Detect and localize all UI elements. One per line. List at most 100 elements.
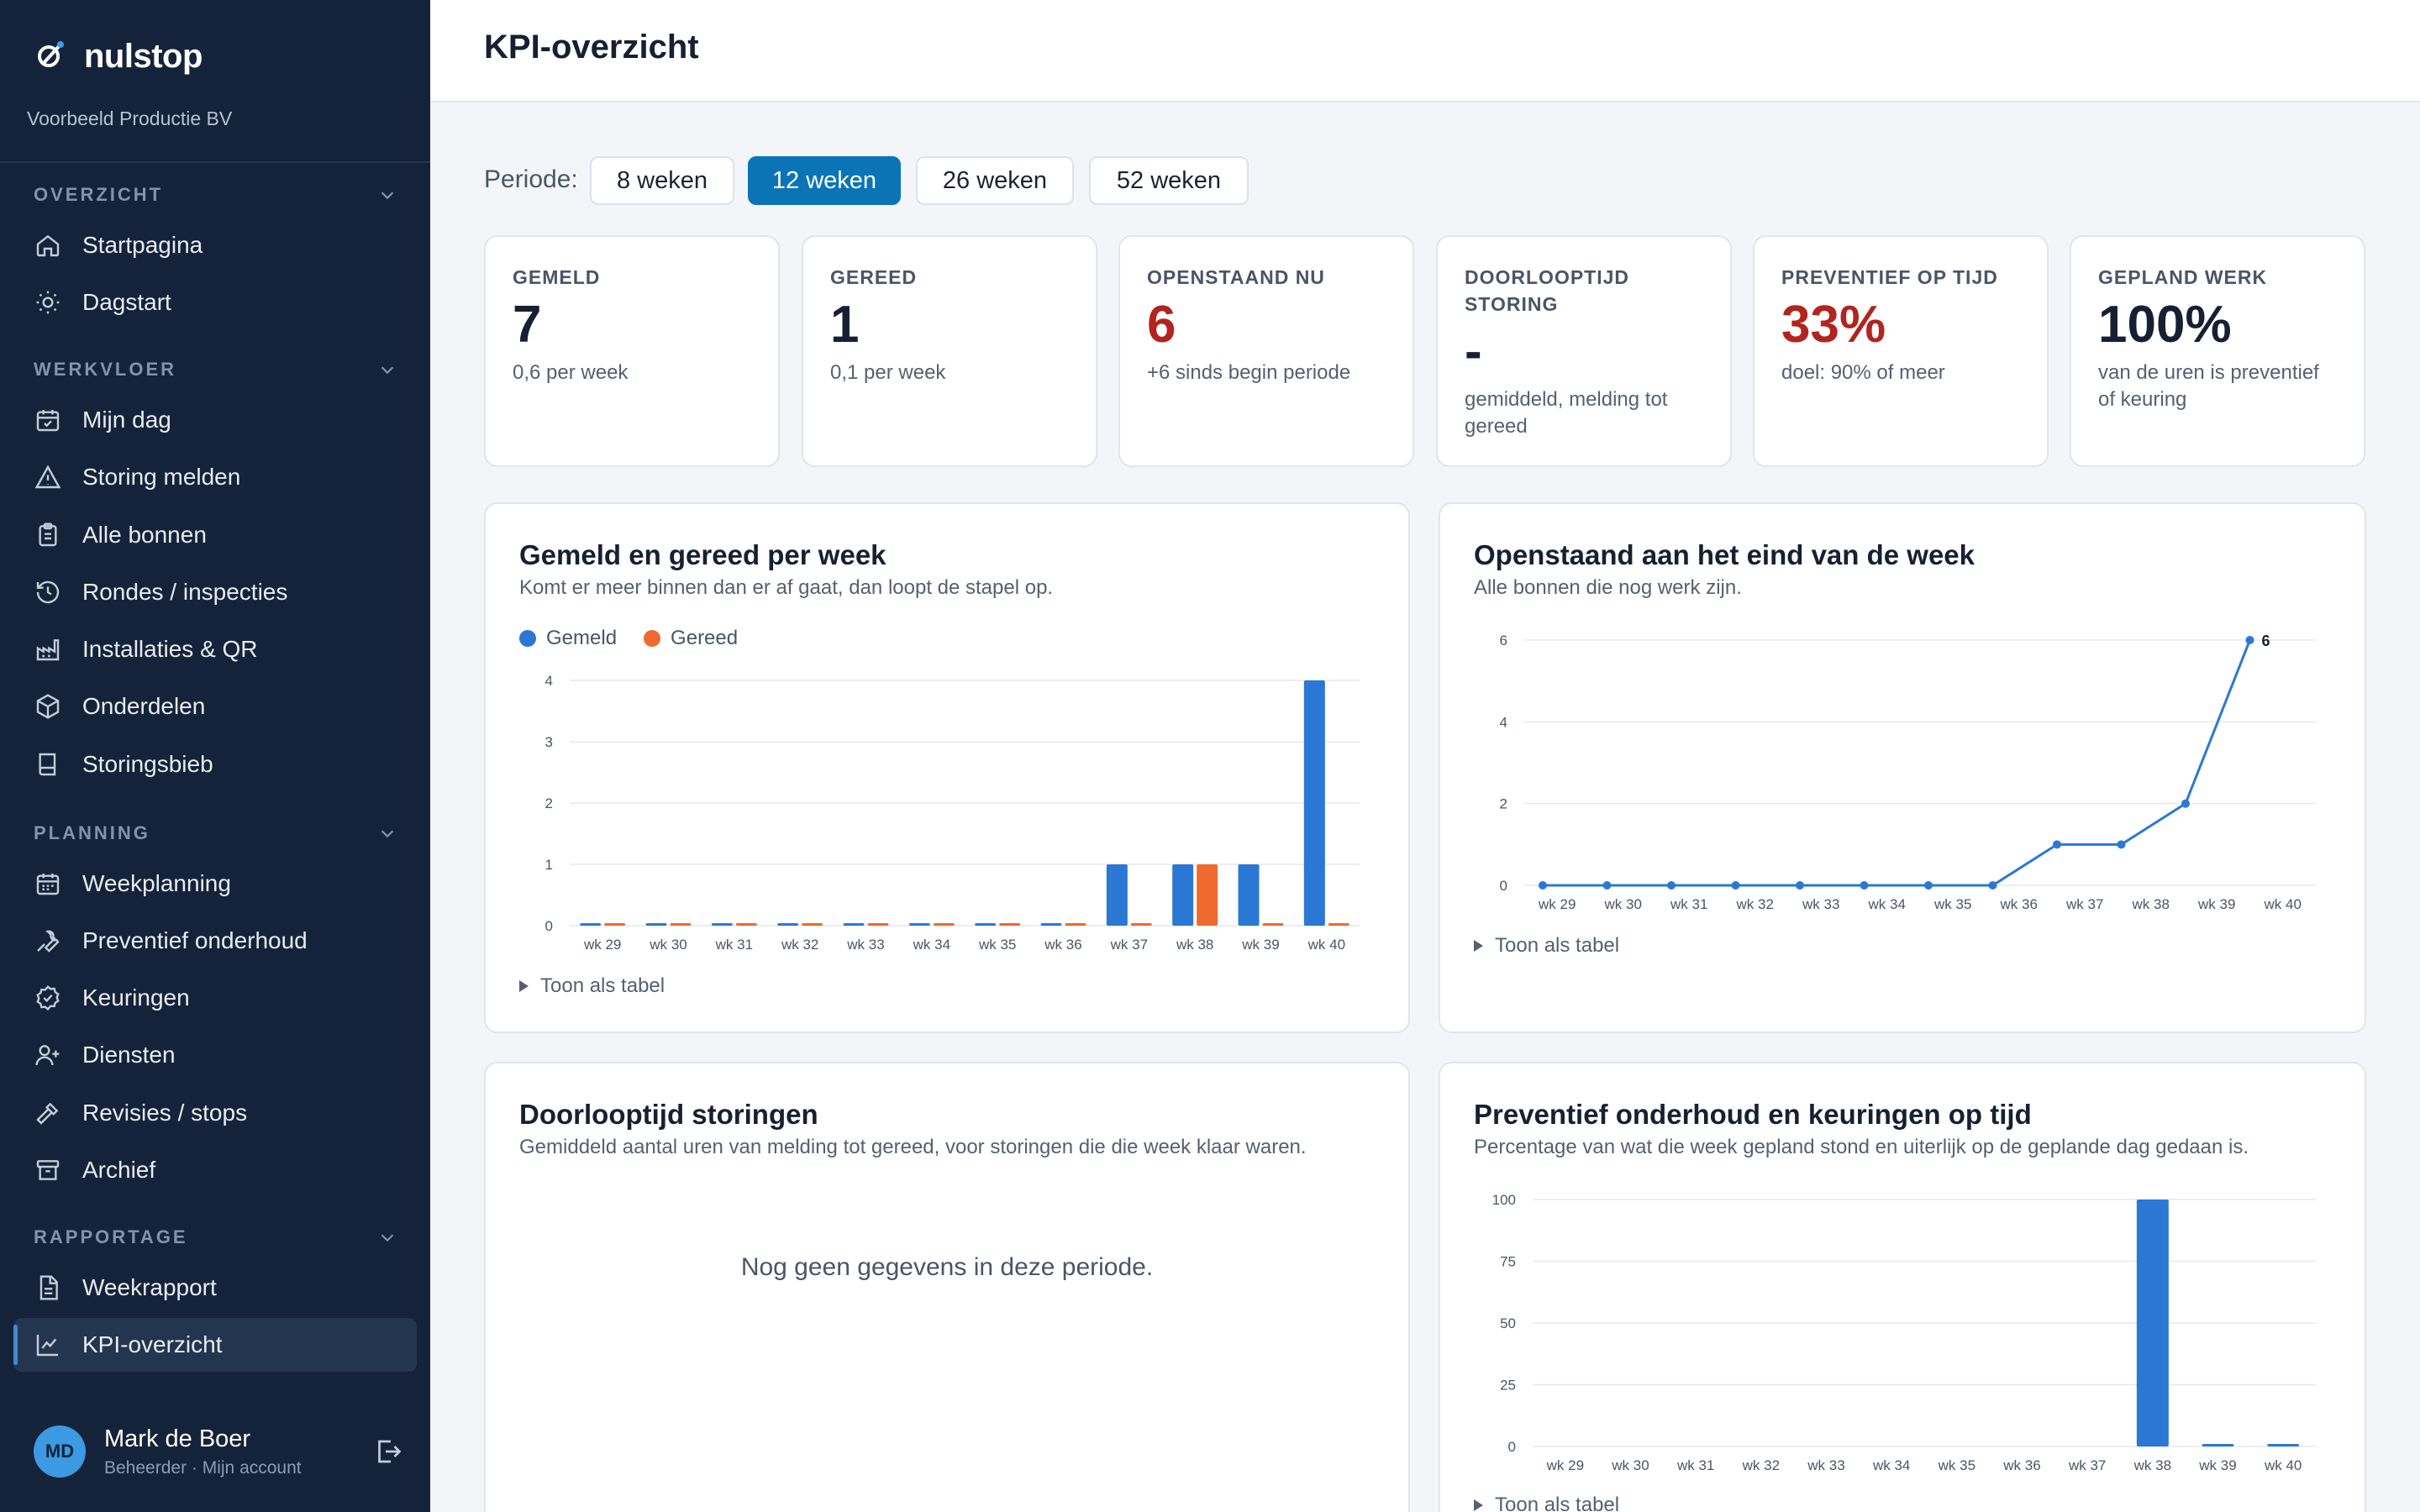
section-planning[interactable]: PLANNING — [34, 816, 397, 850]
kpi-value: - — [1465, 323, 1482, 381]
sidebar-item-keuringen[interactable]: Keuringen — [13, 971, 417, 1025]
bar-gereed — [867, 923, 889, 926]
section-werkvloer[interactable]: WERKVLOER — [34, 353, 397, 386]
data-point — [2245, 636, 2254, 644]
sidebar-item-preventief-onderhoud[interactable]: Preventief onderhoud — [13, 914, 417, 968]
sidebar-item-mijn-dag[interactable]: Mijn dag — [13, 393, 417, 447]
sidebar-item-dagstart[interactable]: Dagstart — [13, 276, 417, 329]
card-subtitle: Alle bonnen die nog werk zijn. — [1474, 576, 1742, 599]
factory-icon — [34, 635, 62, 664]
y-tick-label: 1 — [545, 857, 553, 873]
user-account[interactable]: MD Mark de Boer Beheerder · Mijn account — [34, 1420, 403, 1483]
section-title: PLANNING — [34, 822, 150, 843]
card-title: Gemeld en gereed per week — [519, 539, 886, 570]
toon-als-tabel-toggle[interactable]: Toon als tabel — [519, 974, 665, 998]
legend-label: Gereed — [671, 627, 739, 649]
y-tick-label: 2 — [1500, 796, 1507, 812]
y-tick-label: 0 — [1500, 878, 1507, 894]
bar-preventief — [2136, 1200, 2169, 1446]
kpi-sub: van de uren is preventief of keuring — [2098, 361, 2319, 411]
history-icon — [34, 578, 62, 606]
sidebar-item-onderdelen[interactable]: Onderdelen — [13, 680, 417, 733]
period-8-weken-button[interactable]: 8 weken — [590, 156, 734, 205]
bar-gereed — [604, 923, 626, 926]
kpi-card-openstaand: OPENSTAAND NU 6 +6 sinds begin periode — [1118, 235, 1414, 467]
sidebar-item-storingsbieb[interactable]: Storingsbieb — [13, 738, 417, 791]
kpi-label: GEPLAND WERK — [2098, 266, 2268, 288]
sidebar-item-archief[interactable]: Archief — [13, 1143, 417, 1197]
data-point — [1796, 881, 1804, 890]
bar-chart-gemeld-gereed: 0 1 2 3 4 wk 29 wk 30 wk 31 wk 32 wk 33 wk 34 wk 35… — [545, 673, 1360, 953]
hammer-icon — [34, 1099, 62, 1127]
archive-icon — [34, 1156, 62, 1184]
x-tick-label: wk 31 — [1676, 1457, 1714, 1473]
sidebar-item-weekrapport[interactable]: Weekrapport — [13, 1261, 417, 1315]
sidebar-item-weekplanning[interactable]: Weekplanning — [13, 857, 417, 911]
file-icon — [34, 1273, 62, 1302]
sidebar-item-alle-bonnen[interactable]: Alle bonnen — [13, 508, 417, 562]
x-tick-label: wk 33 — [1807, 1457, 1844, 1473]
sidebar-item-label: Weekrapport — [82, 1274, 217, 1300]
data-point — [1731, 881, 1740, 890]
sidebar-item-label: Keuringen — [82, 984, 190, 1011]
period-12-weken-button[interactable]: 12 weken — [748, 156, 901, 205]
kpi-label: OPENSTAAND NU — [1147, 266, 1325, 288]
kpi-value: 1 — [830, 296, 860, 354]
data-point — [2053, 840, 2061, 849]
sidebar-item-label: Installaties & QR — [82, 636, 258, 662]
kpi-value: 7 — [513, 296, 542, 354]
bar-gereed — [1197, 864, 1218, 926]
badge-check-icon — [34, 984, 62, 1012]
bar-gemeld — [1106, 864, 1128, 926]
sidebar-item-kpi-overzicht[interactable]: KPI-overzicht — [13, 1318, 417, 1372]
sidebar-item-rondes[interactable]: Rondes / inspecties — [13, 565, 417, 619]
toggle-label: Toon als tabel — [1495, 1494, 1620, 1512]
sidebar-item-label: Onderdelen — [82, 693, 206, 719]
x-tick-label: wk 34 — [913, 937, 950, 953]
logout-icon[interactable] — [373, 1436, 403, 1467]
kpi-value: 6 — [1147, 296, 1176, 354]
period-26-weken-button[interactable]: 26 weken — [916, 156, 1074, 205]
chart-legend: Gemeld Gereed — [519, 627, 765, 650]
chevron-down-icon — [381, 366, 394, 375]
kpi-sub: gemiddeld, melding tot gereed — [1465, 388, 1668, 438]
bar-gemeld — [777, 923, 799, 926]
kpi-label: DOORLOOPTIJD STORING — [1465, 266, 1630, 315]
empty-state-message: Nog geen gegevens in deze periode. — [740, 1253, 1154, 1281]
home-icon — [34, 231, 62, 260]
sidebar-item-diensten[interactable]: Diensten — [13, 1028, 417, 1082]
legend-label: Gemeld — [546, 627, 618, 649]
y-tick-label: 100 — [1492, 1192, 1516, 1208]
x-tick-label: wk 39 — [2198, 1457, 2236, 1473]
kpi-card-gemeld: GEMELD 7 0,6 per week — [484, 235, 780, 467]
x-tick-label: wk 40 — [1307, 937, 1345, 953]
sidebar-item-label: Alle bonnen — [82, 522, 207, 548]
section-title: RAPPORTAGE — [34, 1226, 188, 1247]
data-label: 6 — [2262, 633, 2270, 649]
data-point — [1667, 881, 1676, 890]
calendar-check-icon — [34, 406, 62, 434]
warning-icon — [34, 463, 62, 491]
sidebar-item-installaties[interactable]: Installaties & QR — [13, 622, 417, 676]
sidebar-item-revisies[interactable]: Revisies / stops — [13, 1086, 417, 1140]
x-tick-label: wk 33 — [846, 937, 884, 953]
sidebar-item-startpagina[interactable]: Startpagina — [13, 218, 417, 272]
sidebar-item-label: Storingsbieb — [82, 751, 213, 777]
toon-als-tabel-toggle[interactable]: Toon als tabel — [1474, 1494, 1619, 1512]
y-tick-label: 2 — [545, 795, 553, 811]
sidebar-item-label: Startpagina — [82, 232, 203, 258]
section-rapportage[interactable]: RAPPORTAGE — [34, 1221, 397, 1254]
y-tick-label: 6 — [1500, 633, 1507, 648]
bar-chart-preventief: 0 25 50 75 100 wk 29 wk 30 wk 31 wk 32 wk 33 wk 34… — [1492, 1192, 2316, 1473]
x-tick-label: wk 36 — [2000, 896, 2038, 912]
section-overzicht[interactable]: OVERZICHT — [34, 178, 397, 212]
avatar: MD — [34, 1425, 86, 1478]
period-52-weken-button[interactable]: 52 weken — [1089, 156, 1249, 205]
sidebar-item-storing-melden[interactable]: Storing melden — [13, 450, 417, 504]
x-tick-label: wk 35 — [1938, 1457, 1975, 1473]
sun-icon — [34, 288, 62, 317]
x-tick-label: wk 34 — [1868, 896, 1906, 912]
toon-als-tabel-toggle[interactable]: Toon als tabel — [1474, 934, 1619, 958]
x-tick-label: wk 40 — [2264, 1457, 2302, 1473]
brand[interactable]: nulstop — [34, 35, 203, 77]
